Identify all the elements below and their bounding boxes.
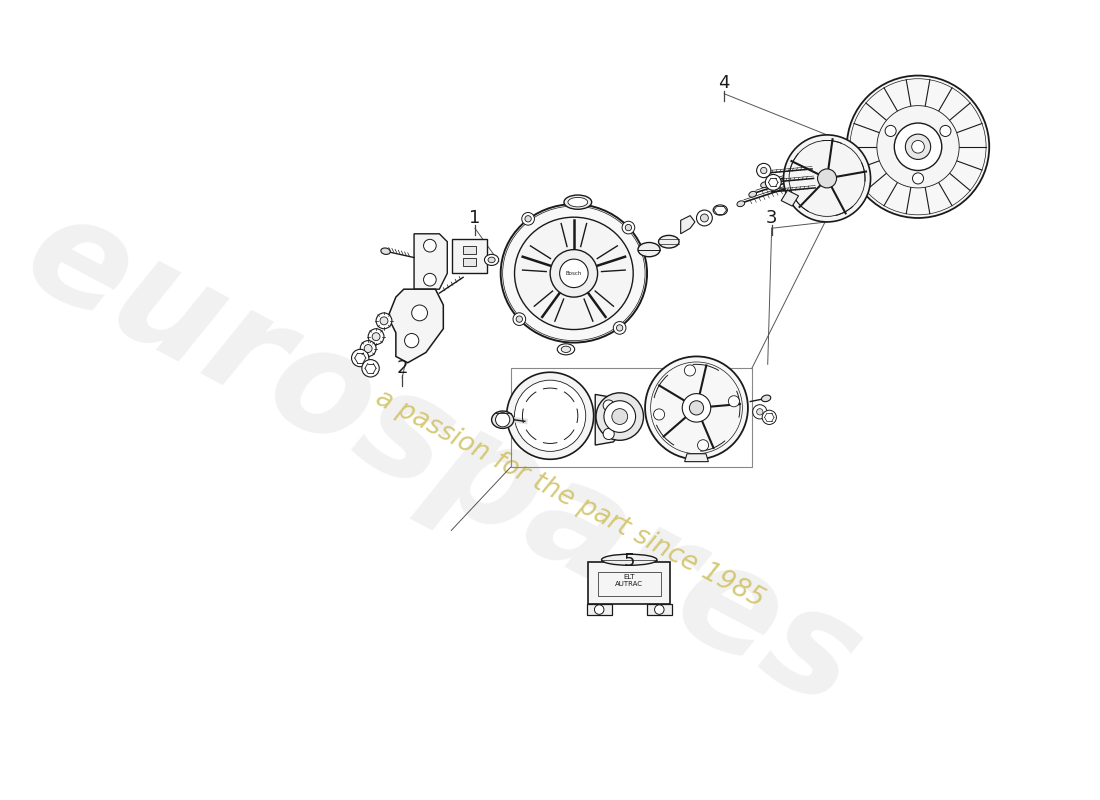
Bar <box>597 573 661 596</box>
Circle shape <box>495 413 509 427</box>
Ellipse shape <box>568 198 587 207</box>
Circle shape <box>616 325 623 331</box>
Circle shape <box>560 259 588 287</box>
Circle shape <box>368 329 384 345</box>
Ellipse shape <box>492 411 514 429</box>
Ellipse shape <box>558 344 574 355</box>
Circle shape <box>625 225 631 230</box>
Circle shape <box>364 345 372 353</box>
Circle shape <box>596 393 644 440</box>
Circle shape <box>817 169 836 188</box>
Circle shape <box>507 372 594 459</box>
Circle shape <box>757 409 763 415</box>
Polygon shape <box>388 289 443 362</box>
Circle shape <box>603 429 614 439</box>
Ellipse shape <box>381 248 390 254</box>
Polygon shape <box>781 190 799 206</box>
Circle shape <box>361 341 376 357</box>
Circle shape <box>886 126 896 137</box>
Circle shape <box>905 134 931 159</box>
Circle shape <box>362 359 380 377</box>
Polygon shape <box>681 216 695 234</box>
Circle shape <box>760 167 767 174</box>
Circle shape <box>913 173 924 184</box>
Circle shape <box>603 400 614 411</box>
Circle shape <box>654 605 664 614</box>
Polygon shape <box>586 604 612 615</box>
Ellipse shape <box>488 257 495 262</box>
Bar <box>463 258 476 266</box>
Circle shape <box>766 174 781 190</box>
Circle shape <box>594 605 604 614</box>
Text: 1: 1 <box>470 209 481 227</box>
Circle shape <box>762 410 777 425</box>
Ellipse shape <box>659 235 679 248</box>
Circle shape <box>424 274 437 286</box>
Polygon shape <box>647 604 672 615</box>
Circle shape <box>690 401 704 415</box>
Ellipse shape <box>761 182 769 188</box>
Circle shape <box>411 305 428 321</box>
Polygon shape <box>595 394 621 445</box>
Circle shape <box>682 394 711 422</box>
Circle shape <box>516 316 522 322</box>
Circle shape <box>912 141 924 153</box>
Circle shape <box>645 357 748 459</box>
Circle shape <box>521 213 535 225</box>
Text: ELT
AUTRAC: ELT AUTRAC <box>615 574 644 587</box>
Circle shape <box>757 163 771 178</box>
Circle shape <box>697 440 708 450</box>
Circle shape <box>783 135 870 222</box>
Text: eurospares: eurospares <box>3 181 883 738</box>
Circle shape <box>513 313 526 326</box>
Circle shape <box>352 350 368 366</box>
Circle shape <box>939 126 952 137</box>
Ellipse shape <box>484 254 498 266</box>
Bar <box>510 368 752 467</box>
Text: 2: 2 <box>396 359 408 378</box>
Text: 4: 4 <box>718 74 730 93</box>
Ellipse shape <box>749 191 757 197</box>
Circle shape <box>623 222 635 234</box>
Ellipse shape <box>515 217 634 330</box>
Ellipse shape <box>564 195 592 210</box>
Bar <box>463 246 476 254</box>
Ellipse shape <box>713 205 727 215</box>
Circle shape <box>752 405 767 419</box>
Circle shape <box>604 401 636 432</box>
Circle shape <box>847 75 989 218</box>
Circle shape <box>405 334 419 348</box>
Ellipse shape <box>500 204 647 342</box>
Text: 3: 3 <box>766 209 778 227</box>
Circle shape <box>424 239 437 252</box>
Polygon shape <box>588 562 670 604</box>
Circle shape <box>696 210 713 226</box>
Circle shape <box>614 322 626 334</box>
Circle shape <box>612 409 628 425</box>
Circle shape <box>550 250 597 297</box>
Bar <box>452 238 487 274</box>
Circle shape <box>877 106 959 188</box>
Polygon shape <box>684 454 708 462</box>
Ellipse shape <box>761 395 771 402</box>
Text: Bosch: Bosch <box>565 271 582 276</box>
Text: 5: 5 <box>624 551 635 570</box>
Ellipse shape <box>737 201 745 206</box>
Circle shape <box>728 396 739 407</box>
Ellipse shape <box>602 554 657 566</box>
Circle shape <box>372 333 379 341</box>
Circle shape <box>379 317 388 325</box>
Ellipse shape <box>561 346 571 353</box>
Circle shape <box>525 216 531 222</box>
Bar <box>510 368 752 467</box>
Circle shape <box>515 380 585 451</box>
Circle shape <box>376 313 392 329</box>
Polygon shape <box>414 234 448 289</box>
Circle shape <box>701 214 708 222</box>
Circle shape <box>894 123 942 170</box>
Circle shape <box>684 365 695 376</box>
Circle shape <box>653 409 664 420</box>
Text: a passion for the part since 1985: a passion for the part since 1985 <box>371 385 769 613</box>
Ellipse shape <box>638 242 660 257</box>
